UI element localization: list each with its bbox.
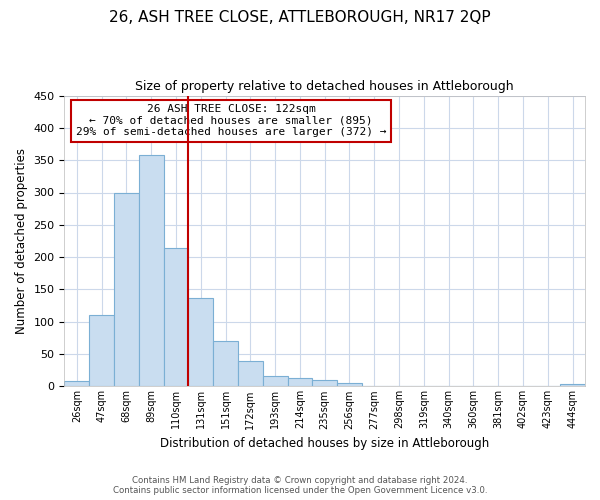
Bar [64, 380, 89, 386]
Text: Contains HM Land Registry data © Crown copyright and database right 2024.
Contai: Contains HM Land Registry data © Crown c… [113, 476, 487, 495]
Bar [188, 298, 213, 386]
Bar [114, 192, 139, 386]
Bar [263, 376, 287, 386]
Title: Size of property relative to detached houses in Attleborough: Size of property relative to detached ho… [136, 80, 514, 93]
Text: 26, ASH TREE CLOSE, ATTLEBOROUGH, NR17 2QP: 26, ASH TREE CLOSE, ATTLEBOROUGH, NR17 2… [109, 10, 491, 25]
Bar [164, 248, 188, 386]
Text: 26 ASH TREE CLOSE: 122sqm
← 70% of detached houses are smaller (895)
29% of semi: 26 ASH TREE CLOSE: 122sqm ← 70% of detac… [76, 104, 386, 138]
Bar [238, 361, 263, 386]
Y-axis label: Number of detached properties: Number of detached properties [15, 148, 28, 334]
Bar [287, 378, 313, 386]
Bar [213, 341, 238, 386]
Bar [313, 380, 337, 386]
Bar [560, 384, 585, 386]
Bar [89, 316, 114, 386]
Bar [139, 155, 164, 386]
Bar [337, 382, 362, 386]
X-axis label: Distribution of detached houses by size in Attleborough: Distribution of detached houses by size … [160, 437, 490, 450]
